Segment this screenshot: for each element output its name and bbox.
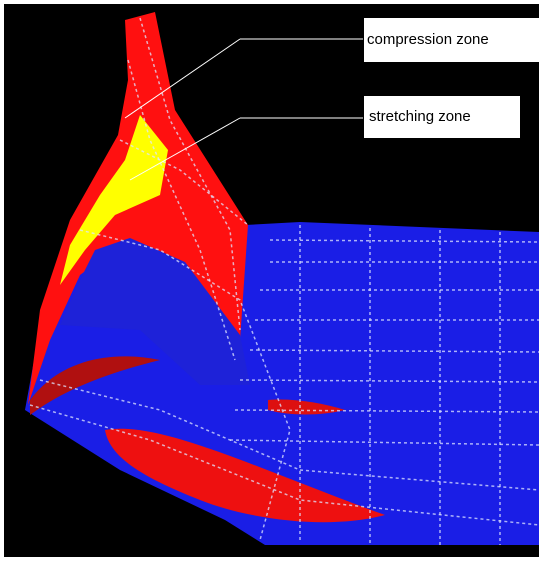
- leader-line: [124, 38, 241, 119]
- annotation: stretching zone: [369, 108, 471, 125]
- red-streak: [105, 428, 385, 523]
- leader-line: [129, 117, 241, 181]
- compression-region: [28, 12, 248, 405]
- dark-red-edge: [30, 356, 160, 415]
- annotation: compression zone: [367, 31, 489, 48]
- inner-sheet: [60, 238, 250, 385]
- stretching-region: [60, 115, 168, 285]
- mesh: [29, 17, 539, 545]
- label-box: [364, 18, 539, 62]
- label-box: [364, 96, 520, 138]
